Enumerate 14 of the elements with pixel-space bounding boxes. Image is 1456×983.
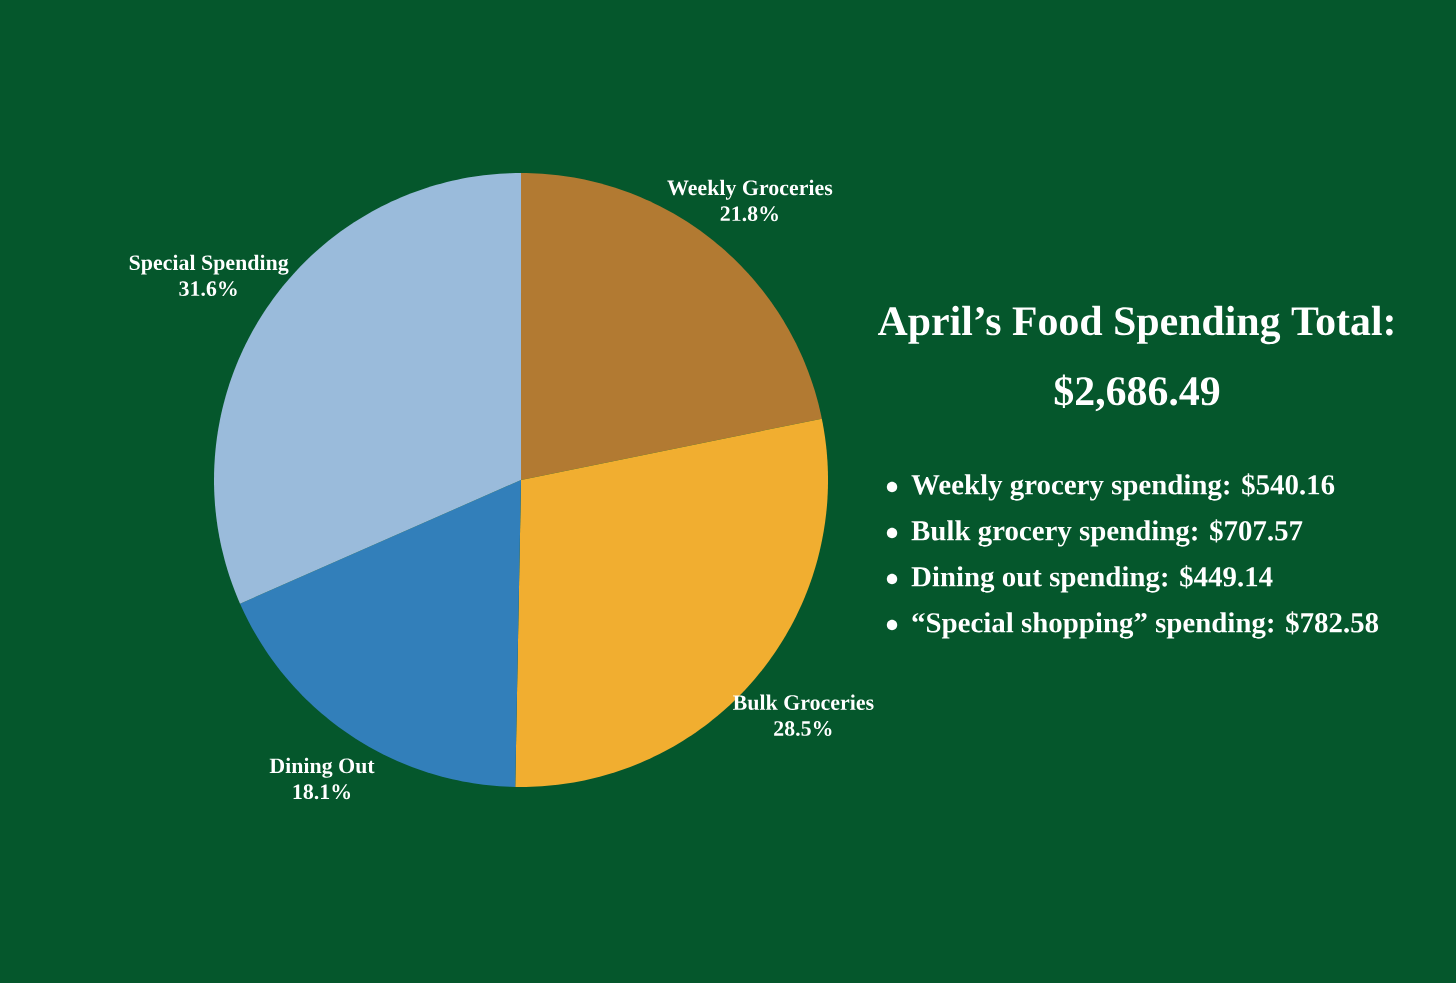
data-label: 18.1% bbox=[293, 784, 351, 800]
text: Bulk grocery spending: $707.57 bbox=[911, 519, 1303, 547]
text: April’s Food Spending Total: bbox=[877, 305, 1393, 345]
text: Dining out spending: $449.14 bbox=[911, 565, 1273, 593]
slice-label: Bulk Groceries bbox=[733, 694, 874, 711]
data-label: 28.5% bbox=[774, 721, 832, 736]
text: “Special shopping” spending: $782.58 bbox=[912, 611, 1379, 639]
text: $2,686.49 bbox=[1054, 374, 1220, 412]
data-label: 31.6% bbox=[179, 281, 237, 297]
slice-label: Weekly Groceries bbox=[667, 179, 833, 200]
text: Weekly grocery spending: $540.16 bbox=[911, 473, 1335, 501]
slice-label: Special Spending bbox=[129, 254, 289, 275]
data-label: 21.8% bbox=[720, 206, 778, 222]
slice-label: Dining Out bbox=[269, 757, 375, 778]
